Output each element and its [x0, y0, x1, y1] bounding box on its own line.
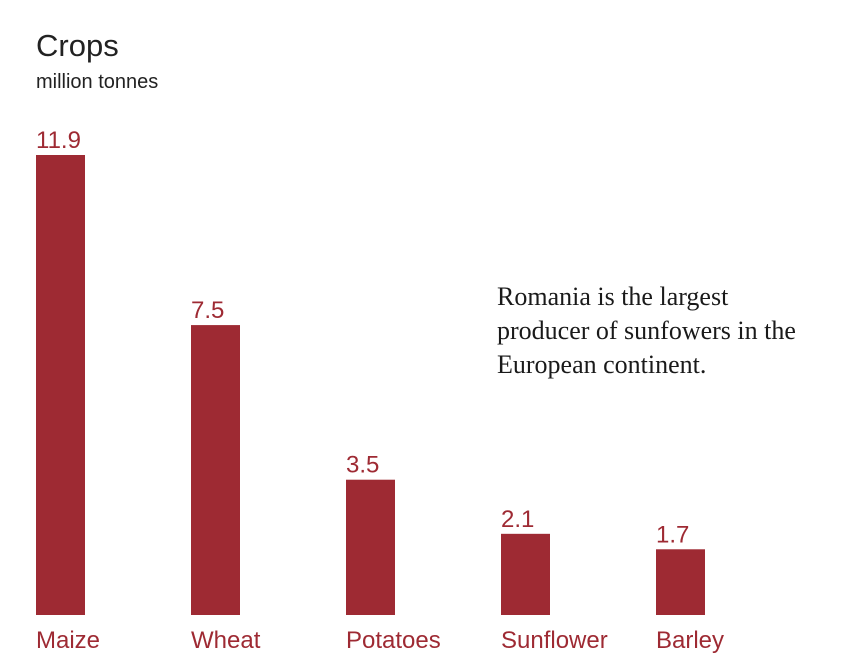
bar: [36, 155, 85, 615]
value-label: 3.5: [346, 452, 379, 479]
x-tick-label: Barley: [656, 627, 724, 654]
x-tick-label: Wheat: [191, 627, 261, 654]
x-tick-label: Maize: [36, 627, 100, 654]
value-label: 2.1: [501, 506, 534, 533]
x-tick-label: Sunflower: [501, 627, 608, 654]
value-label: 1.7: [656, 521, 689, 548]
bar: [346, 479, 395, 615]
annotation: Romania is the largest producer of sunfow…: [497, 280, 864, 382]
bar: [656, 549, 705, 615]
annotation-line: European continent.: [497, 350, 707, 379]
chart-subtitle: million tonnes: [36, 71, 158, 93]
chart-title: Crops: [36, 28, 119, 63]
bar: [191, 325, 240, 615]
value-label: 7.5: [191, 297, 224, 324]
bar: [501, 533, 550, 615]
value-label: 11.9: [36, 127, 81, 154]
annotation-line: Romania is the largest: [497, 282, 729, 311]
annotation-line: producer of sunfowers in the: [497, 316, 796, 345]
x-tick-label: Potatoes: [346, 627, 441, 654]
